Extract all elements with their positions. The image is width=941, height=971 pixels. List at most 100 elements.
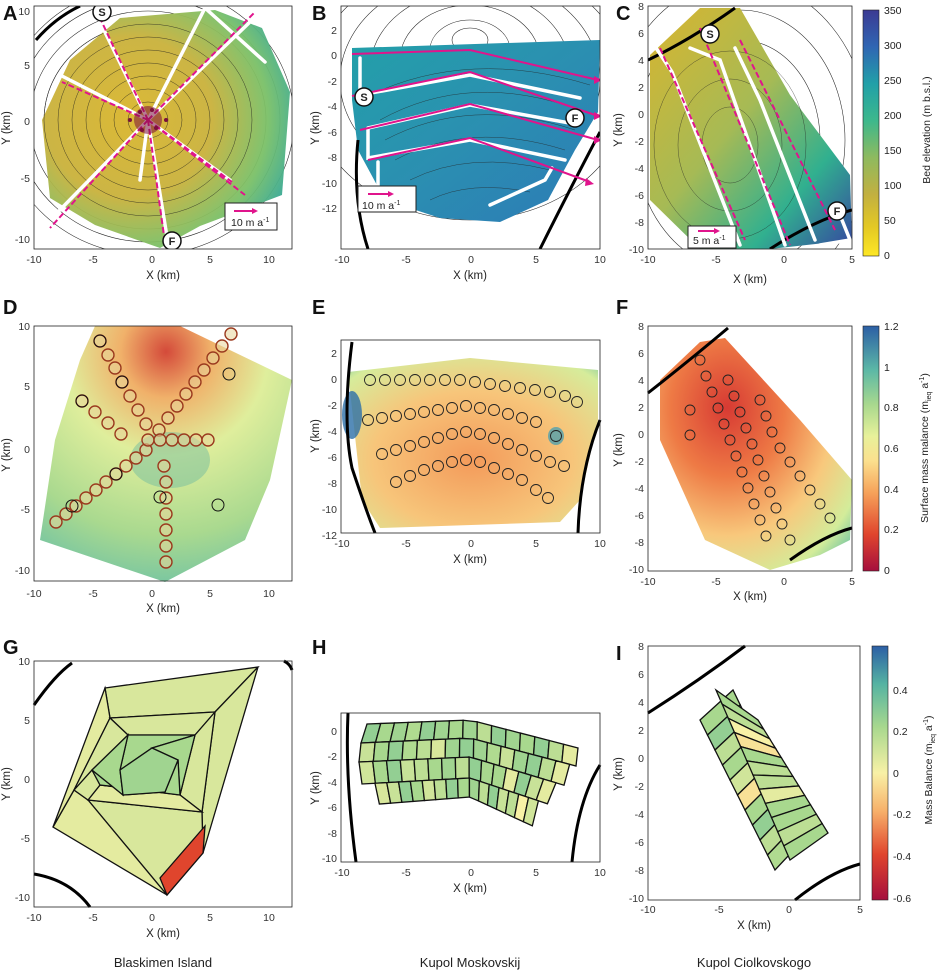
svg-text:-8: -8 bbox=[328, 152, 337, 164]
panel-i-label: I bbox=[616, 643, 622, 665]
panel-a-ylabel: Y (km) bbox=[1, 111, 13, 145]
panel-g-xticks: -10 -5 0 5 10 bbox=[26, 912, 275, 924]
panel-a: 10 m a-1 S F A -10 -5 0 5 10 10 5 0 -5 -… bbox=[1, 3, 293, 282]
panel-f-points bbox=[684, 354, 836, 546]
svg-text:F: F bbox=[169, 236, 176, 248]
svg-text:1: 1 bbox=[884, 362, 890, 374]
svg-text:F: F bbox=[834, 206, 841, 218]
panel-h-element bbox=[387, 740, 404, 762]
panel-h-element bbox=[468, 756, 483, 783]
panel-h-element bbox=[358, 741, 376, 763]
svg-text:-8: -8 bbox=[328, 828, 337, 840]
panel-b-flowline-arrows bbox=[585, 76, 600, 186]
panel-c-start-marker: S bbox=[700, 24, 720, 44]
svg-text:-8: -8 bbox=[635, 217, 644, 229]
svg-text:5: 5 bbox=[533, 538, 539, 550]
svg-text:5: 5 bbox=[533, 867, 539, 879]
panel-a-finish-marker: F bbox=[162, 231, 182, 249]
colorbar-mb-ticks: 0.4 0.2 0 -0.2 -0.4 -0.6 bbox=[893, 685, 911, 905]
panel-b-finish-marker: F bbox=[565, 108, 585, 128]
svg-text:-10: -10 bbox=[26, 254, 41, 266]
panel-g: G -10 -5 0 5 10 10 5 0 -5 -10 X (km) Y (… bbox=[1, 637, 294, 970]
panel-e-ylabel: Y (km) bbox=[310, 419, 322, 453]
panel-a-scale-label: 10 m a-1 bbox=[231, 217, 269, 229]
svg-text:0: 0 bbox=[149, 254, 155, 266]
panel-a-coastline bbox=[34, 6, 81, 41]
panel-h-element bbox=[535, 778, 557, 805]
svg-text:-10: -10 bbox=[640, 904, 655, 916]
panel-h-element bbox=[456, 777, 471, 799]
svg-text:6: 6 bbox=[638, 348, 644, 360]
panel-c-xticks: -10 -5 0 5 bbox=[640, 254, 855, 266]
svg-text:-5: -5 bbox=[401, 867, 410, 879]
svg-text:-6: -6 bbox=[328, 127, 337, 139]
panel-c-xlabel: X (km) bbox=[733, 274, 767, 286]
svg-text:-5: -5 bbox=[88, 588, 97, 600]
svg-text:-4: -4 bbox=[635, 163, 644, 175]
panel-a-bed-field bbox=[42, 10, 290, 248]
svg-text:0: 0 bbox=[468, 867, 474, 879]
svg-text:-10: -10 bbox=[322, 853, 337, 865]
svg-text:2: 2 bbox=[331, 25, 337, 37]
svg-text:0: 0 bbox=[24, 444, 30, 456]
svg-text:1.2: 1.2 bbox=[884, 321, 899, 333]
panel-a-points bbox=[128, 106, 168, 134]
panel-f-label: F bbox=[616, 297, 628, 319]
panel-b-yticks: 2 0 -2 -4 -6 -8 -10 -12 bbox=[322, 25, 337, 215]
svg-text:5: 5 bbox=[24, 381, 30, 393]
svg-text:-6: -6 bbox=[635, 837, 644, 849]
svg-text:-4: -4 bbox=[635, 483, 644, 495]
panel-b-label: B bbox=[312, 3, 326, 25]
panel-d-ylabel: Y (km) bbox=[1, 438, 13, 472]
svg-text:6: 6 bbox=[638, 669, 644, 681]
colorbar-bed: 350 300 250 200 150 100 50 0 Bed elevati… bbox=[862, 5, 933, 262]
panel-g-coastline-bottom bbox=[33, 872, 92, 908]
svg-text:-10: -10 bbox=[26, 912, 41, 924]
panel-e-points bbox=[362, 374, 583, 504]
svg-text:-6: -6 bbox=[328, 802, 337, 814]
panel-i-element bbox=[783, 822, 829, 861]
panel-i-ylabel: Y (km) bbox=[613, 757, 625, 791]
panel-h-element bbox=[440, 756, 457, 781]
svg-text:5: 5 bbox=[533, 254, 539, 266]
panel-h-element bbox=[561, 743, 579, 767]
svg-text:5: 5 bbox=[207, 912, 213, 924]
svg-text:-10: -10 bbox=[629, 244, 644, 256]
panel-f-coastline-bottom bbox=[789, 526, 853, 562]
panel-i-elements bbox=[699, 688, 829, 872]
svg-text:2: 2 bbox=[331, 348, 337, 360]
panel-c-ylabel: Y (km) bbox=[613, 113, 625, 147]
panel-e-xlabel: X (km) bbox=[453, 554, 487, 566]
svg-text:0: 0 bbox=[786, 904, 792, 916]
svg-text:-4: -4 bbox=[328, 101, 337, 113]
panel-g-element-outer bbox=[159, 824, 206, 897]
svg-text:0: 0 bbox=[149, 912, 155, 924]
panel-a-contours-over bbox=[43, 23, 253, 217]
panel-h-ylabel: Y (km) bbox=[310, 771, 322, 805]
svg-text:-10: -10 bbox=[26, 588, 41, 600]
svg-text:-0.6: -0.6 bbox=[893, 893, 911, 905]
panel-i-xticks: -10 -5 0 5 bbox=[640, 904, 863, 916]
svg-text:4: 4 bbox=[638, 697, 644, 709]
svg-text:4: 4 bbox=[638, 375, 644, 387]
svg-text:0: 0 bbox=[781, 254, 787, 266]
panel-b-xticks: -10 -5 0 5 10 bbox=[334, 254, 606, 266]
svg-text:-12: -12 bbox=[322, 530, 337, 542]
svg-text:-5: -5 bbox=[711, 576, 720, 588]
panel-h-element bbox=[427, 757, 444, 781]
panel-h-element bbox=[550, 759, 571, 787]
svg-text:0: 0 bbox=[24, 116, 30, 128]
panel-a-xticks: -10 -5 0 5 10 bbox=[26, 254, 275, 266]
svg-text:-5: -5 bbox=[714, 904, 723, 916]
svg-text:-8: -8 bbox=[635, 865, 644, 877]
svg-text:-10: -10 bbox=[334, 254, 349, 266]
panel-h-label: H bbox=[312, 637, 326, 659]
panel-e-coastline-right bbox=[576, 419, 602, 534]
svg-text:-2: -2 bbox=[635, 456, 644, 468]
svg-text:6: 6 bbox=[638, 28, 644, 40]
panel-f-coastline-top bbox=[647, 326, 729, 395]
panel-b-xlabel: X (km) bbox=[453, 270, 487, 282]
svg-text:0.8: 0.8 bbox=[884, 402, 899, 414]
svg-text:-10: -10 bbox=[334, 538, 349, 550]
svg-text:-2: -2 bbox=[635, 136, 644, 148]
